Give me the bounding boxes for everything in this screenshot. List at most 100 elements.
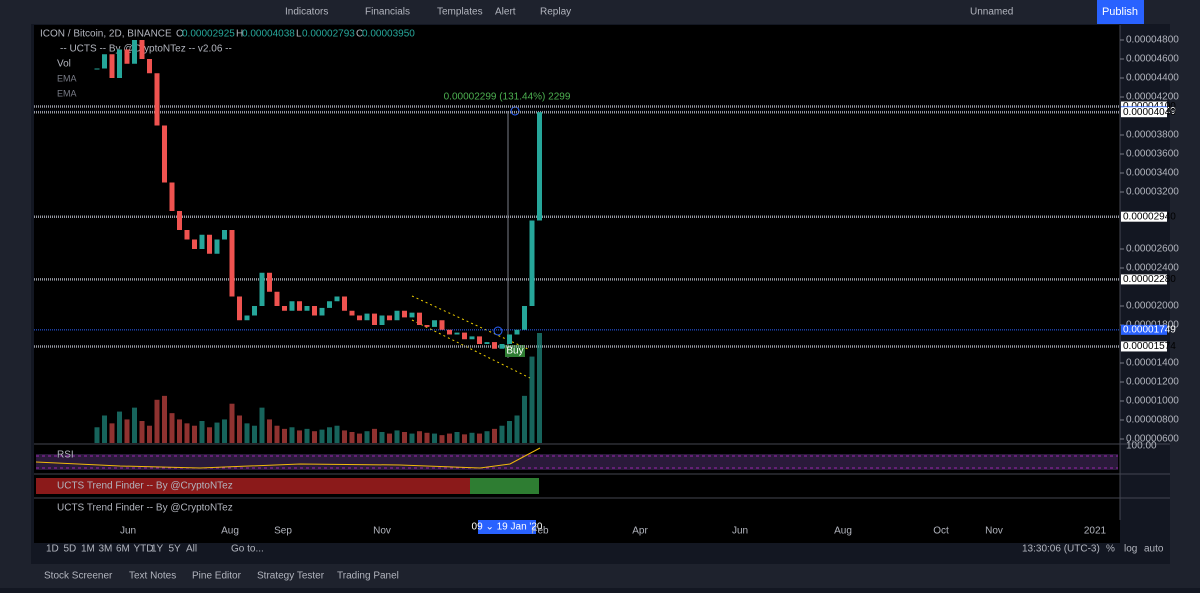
scale-option: auto: [1144, 544, 1164, 555]
level-label: 0.00004040: [1123, 107, 1176, 118]
level-tag: [1121, 274, 1167, 285]
candle: [207, 234, 212, 254]
volume-bar: [199, 421, 205, 443]
range-button[interactable]: 1D: [46, 544, 59, 555]
candle: [507, 334, 512, 344]
candle: [109, 54, 115, 78]
candle: [334, 296, 340, 302]
range-button[interactable]: YTD: [134, 544, 154, 555]
trend-line: [411, 295, 531, 351]
toolbar-item: Alert: [495, 7, 516, 18]
range-button[interactable]: 3M: [99, 544, 113, 555]
candle: [327, 301, 332, 308]
candle: [432, 320, 437, 327]
candle: [199, 234, 205, 249]
volume-bar: [139, 421, 145, 443]
volume-bar: [537, 333, 542, 443]
candle: [267, 272, 272, 292]
range-button[interactable]: 5Y: [169, 544, 182, 555]
candle: [409, 312, 415, 318]
footer-tab: Pine Editor: [192, 571, 242, 582]
candle: [259, 272, 265, 306]
indicator-title: -- UCTS -- By @CryptoNTez -- v2.06 --: [60, 44, 232, 55]
candle: [139, 40, 145, 59]
y-tick-label: 0.00001200: [1126, 377, 1179, 388]
volume-bar: [267, 419, 272, 443]
publish-button[interactable]: [1097, 0, 1144, 24]
candle: [514, 329, 520, 335]
goto: Go to...: [231, 544, 264, 555]
range-button[interactable]: 5D: [64, 544, 77, 555]
candle: [184, 230, 190, 240]
candle: [274, 291, 280, 306]
y-tick-label: 0.00002400: [1126, 263, 1179, 274]
x-tick-label: Aug: [221, 526, 239, 537]
candle: [379, 315, 385, 325]
footer-tab: Strategy Tester: [257, 571, 325, 582]
volume-bar: [192, 425, 197, 443]
volume-bar: [282, 428, 287, 443]
candle: [117, 49, 122, 78]
range-button[interactable]: All: [186, 544, 197, 555]
candle: [289, 301, 295, 311]
candle: [124, 49, 130, 64]
volume-bar: [297, 430, 302, 443]
range-button[interactable]: 1M: [81, 544, 95, 555]
candle: [282, 306, 287, 311]
layout-name: Unnamed: [970, 7, 1013, 18]
rsi-band: [36, 454, 1118, 470]
candle: [177, 211, 182, 230]
footer-tab: Trading Panel: [337, 571, 399, 582]
scale-option: log: [1124, 544, 1137, 555]
volume-bar: [424, 432, 430, 443]
candle: [102, 54, 107, 69]
level-tag: [1121, 211, 1167, 222]
volume-bar: [529, 356, 535, 443]
anchor[interactable]: [493, 326, 503, 336]
candle: [499, 344, 505, 349]
x-tick-label: Sep: [274, 526, 292, 537]
volume-bar: [237, 415, 242, 443]
volume-bar: [214, 422, 220, 443]
volume-bar: [334, 425, 340, 443]
y-tick-label: 0.00003200: [1126, 187, 1179, 198]
candle: [537, 112, 542, 221]
ohlc-key: O: [176, 29, 184, 40]
candle: [424, 325, 430, 327]
volume-bar: [274, 425, 280, 443]
footer-tab: Text Notes: [129, 571, 176, 582]
y-tick-label: 0.00004400: [1126, 73, 1179, 84]
symbol: ICON / Bitcoin, 2D, BINANCE: [40, 29, 172, 40]
signal-label: Buy: [506, 346, 523, 357]
candle: [447, 329, 452, 335]
right-sidebar: [1170, 24, 1200, 564]
volume-bar: [124, 419, 130, 443]
range-button[interactable]: 6M: [116, 544, 130, 555]
y-tick-label: 0.00000600: [1126, 434, 1179, 445]
y-tick-label: 0.00004200: [1126, 92, 1179, 103]
candle: [132, 40, 137, 64]
volume-bar: [432, 433, 437, 443]
scale-option: %: [1106, 544, 1115, 555]
volume-bar: [207, 427, 212, 443]
range-button[interactable]: 1Y: [151, 544, 164, 555]
y-tick-label: 0.00002600: [1126, 244, 1179, 255]
level-tag: [1121, 341, 1167, 352]
candle: [372, 313, 377, 325]
volume-bar: [342, 430, 347, 443]
level-label: 0.00001574: [1123, 341, 1176, 352]
candle: [484, 342, 490, 344]
candle: [357, 315, 362, 321]
candle: [417, 312, 422, 325]
volume-bar: [379, 432, 385, 443]
left-toolbar: [0, 24, 31, 564]
pane-title: UCTS Trend Finder -- By @CryptoNTez: [57, 503, 233, 514]
ohlc-value: 0.00002925: [182, 29, 235, 40]
candle: [297, 301, 302, 311]
volume-bar: [447, 433, 452, 443]
x-tick-label: 2021: [1084, 526, 1107, 537]
measure-label: 0.00002299 (131.44%) 2299: [444, 92, 571, 103]
pane-title: UCTS Trend Finder -- By @CryptoNTez: [57, 481, 233, 492]
x-tick-label: Aug: [834, 526, 852, 537]
